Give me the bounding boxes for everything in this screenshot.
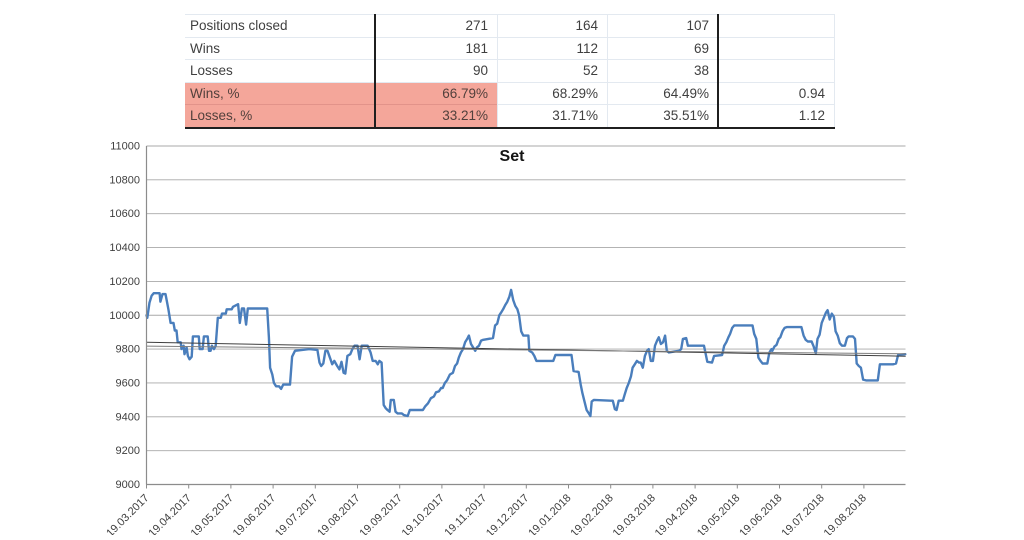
table-divider-left xyxy=(374,14,376,127)
table-cell xyxy=(718,59,835,82)
table-cell: 0.94 xyxy=(718,81,835,105)
x-tick-label: 19.06.2018 xyxy=(737,492,784,535)
table-cell xyxy=(718,36,835,60)
table-cell: 38 xyxy=(607,59,718,82)
y-tick-label: 10000 xyxy=(109,310,140,322)
x-tick-label: 19.07.2017 xyxy=(273,492,320,535)
y-tick-label: 10400 xyxy=(109,242,140,254)
table-cell: 69 xyxy=(607,36,718,60)
table-cell: 33.21% xyxy=(375,104,497,127)
table-bottom-border xyxy=(185,127,835,129)
x-tick-label: 19.01.2018 xyxy=(526,492,573,535)
x-tick-label: 19.10.2017 xyxy=(400,492,447,535)
table-cell: 271 xyxy=(375,14,497,37)
table-cell: 1.12 xyxy=(718,104,835,127)
table-cell xyxy=(718,14,835,37)
equity-chart-svg: 9000 9200 9400 9600 9800 10000 10200 10400 10600… xyxy=(104,141,907,540)
row-label: Wins xyxy=(185,36,375,60)
table-cell: 35.51% xyxy=(607,104,718,127)
series-lines xyxy=(145,288,907,418)
x-tick-label: 19.04.2017 xyxy=(146,492,193,535)
x-tick-label: 19.06.2017 xyxy=(231,492,278,535)
x-axis-labels: 19.03.201719.04.201719.05.201719.06.2017… xyxy=(104,484,869,540)
x-tick-label: 19.12.2017 xyxy=(484,492,531,535)
table-cell: 90 xyxy=(375,59,497,82)
row-label: Losses, % xyxy=(185,104,375,127)
x-tick-label: 19.05.2018 xyxy=(695,492,742,535)
x-tick-label: 19.07.2018 xyxy=(779,492,826,535)
y-tick-label: 9800 xyxy=(116,344,140,356)
y-tick-label: 9600 xyxy=(116,377,140,389)
y-tick-label: 10800 xyxy=(109,174,140,186)
table-cell: 66.79% xyxy=(375,81,497,105)
table-cell: 112 xyxy=(497,36,607,60)
row-label: Losses xyxy=(185,59,375,82)
x-tick-label: 19.05.2017 xyxy=(189,492,236,535)
table-cell: 181 xyxy=(375,36,497,60)
table-cell: 107 xyxy=(607,14,718,37)
table-cell: 64.49% xyxy=(607,81,718,105)
y-tick-label: 10200 xyxy=(109,276,140,288)
table-cell: 31.71% xyxy=(497,104,607,127)
stats-table-grid: Positions closed 271 164 107 Wins 181 112 69 Los… xyxy=(185,14,835,127)
x-tick-label: 19.08.2017 xyxy=(315,492,362,535)
table-cell: 164 xyxy=(497,14,607,37)
y-tick-label: 10600 xyxy=(109,208,140,220)
y-tick-label: 9200 xyxy=(116,445,140,457)
row-label: Wins, % xyxy=(185,81,375,105)
table-divider-right xyxy=(717,14,719,127)
y-tick-label: 9400 xyxy=(116,411,140,423)
y-axis-labels: 9000 9200 9400 9600 9800 10000 10200 10400 10600… xyxy=(109,141,140,492)
x-tick-label: 19.08.2018 xyxy=(822,492,869,535)
x-tick-label: 19.03.2017 xyxy=(104,492,151,535)
equity-chart: 9000 9200 9400 9600 9800 10000 10200 10400 10600… xyxy=(0,140,1024,540)
trendline-dark xyxy=(146,341,906,357)
table-cell: 68.29% xyxy=(497,81,607,105)
x-tick-label: 19.11.2017 xyxy=(442,492,489,535)
equity-line xyxy=(145,288,907,418)
y-tick-label: 11000 xyxy=(110,141,140,153)
table-cell: 52 xyxy=(497,59,607,82)
x-tick-label: 19.02.2018 xyxy=(568,492,615,535)
chart-title: Set xyxy=(500,148,526,165)
x-tick-label: 19.09.2017 xyxy=(357,492,404,535)
y-tick-label: 9000 xyxy=(116,479,140,491)
row-label: Positions closed xyxy=(185,14,375,37)
trendline-light xyxy=(146,345,906,355)
gridlines xyxy=(146,145,906,452)
x-tick-label: 19.04.2018 xyxy=(653,492,700,535)
stats-table: Positions closed 271 164 107 Wins 181 112 69 Los… xyxy=(185,14,835,129)
x-tick-label: 19.03.2018 xyxy=(611,492,658,535)
